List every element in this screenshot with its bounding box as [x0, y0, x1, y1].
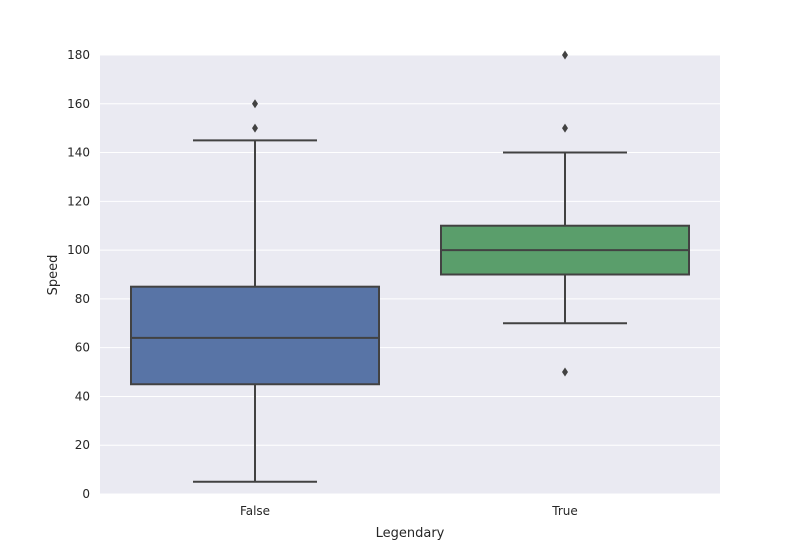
y-tick-label: 140 — [67, 146, 90, 160]
y-tick-label: 0 — [82, 487, 90, 501]
y-tick-label: 20 — [75, 438, 90, 452]
x-tick-label: False — [240, 504, 270, 518]
x-tick-label: True — [551, 504, 578, 518]
y-axis-ticks: 0 20 40 60 80 100 120 140 160 180 — [67, 48, 90, 501]
y-tick-label: 100 — [67, 243, 90, 257]
y-tick-label: 80 — [75, 292, 90, 306]
outlier-point — [252, 123, 258, 133]
y-tick-label: 160 — [67, 97, 90, 111]
y-tick-label: 40 — [75, 389, 90, 403]
y-tick-label: 120 — [67, 194, 90, 208]
y-tick-label: 60 — [75, 341, 90, 355]
outlier-point — [562, 123, 568, 133]
grid-lines — [100, 54, 720, 495]
outlier-point — [562, 50, 568, 60]
outlier-point — [252, 99, 258, 109]
iqr-box — [130, 285, 380, 386]
x-axis-label: Legendary — [376, 526, 445, 541]
box-false — [130, 99, 380, 483]
y-axis-label: Speed — [46, 255, 61, 296]
y-tick-label: 180 — [67, 48, 90, 62]
box-true — [440, 50, 690, 377]
x-axis-ticks: False True — [240, 504, 578, 518]
outlier-point — [562, 367, 568, 377]
boxes-group — [130, 50, 690, 483]
